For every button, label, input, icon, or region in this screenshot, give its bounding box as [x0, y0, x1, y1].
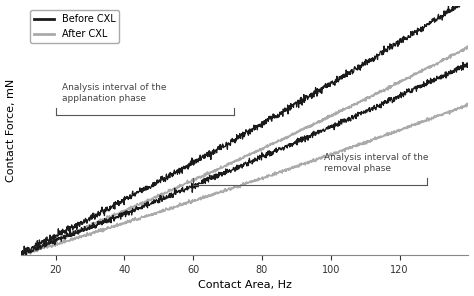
Text: Analysis interval of the
removal phase: Analysis interval of the removal phase — [324, 153, 428, 173]
X-axis label: Contact Area, Hz: Contact Area, Hz — [198, 280, 292, 290]
Legend: Before CXL, After CXL: Before CXL, After CXL — [30, 10, 119, 43]
Text: Analysis interval of the
applanation phase: Analysis interval of the applanation pha… — [63, 83, 167, 103]
Y-axis label: Contact Force, mN: Contact Force, mN — [6, 79, 16, 182]
